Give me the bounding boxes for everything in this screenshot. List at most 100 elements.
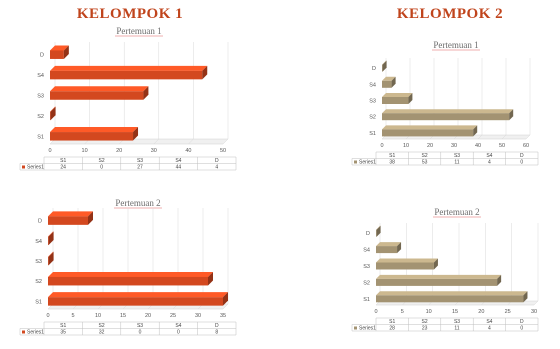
legend-series-name: Series1 xyxy=(359,325,376,331)
bar-S4 xyxy=(48,236,49,246)
chart-title: Pertemuan 2 xyxy=(434,207,479,217)
chart-kelompok-2-pertemuan-1: Pertemuan 1 0 10 20 30 40 50 60 S1 S2 S3 S4 D S1 S2 S3 S… xyxy=(346,36,542,180)
bar-top-S1 xyxy=(48,292,228,298)
x-tick-label: 25 xyxy=(505,309,511,315)
x-tick-label: 10 xyxy=(426,309,432,315)
bar-top-D xyxy=(382,60,387,65)
table-value-D: 8 xyxy=(215,329,218,335)
bar-S2 xyxy=(382,113,510,121)
gridline-depth xyxy=(501,134,507,140)
category-label-D: D xyxy=(372,66,376,72)
chart-kelompok-1-pertemuan-1: Pertemuan 1 0 10 20 30 40 50 S1 S2 S3 S4 D S1 S2 S3 S4 D… xyxy=(14,24,240,184)
x-tick-label: 40 xyxy=(475,143,481,149)
x-tick-label: 30 xyxy=(531,309,537,315)
table-value-S2: 53 xyxy=(422,159,428,165)
table-value-S2: 23 xyxy=(422,325,428,331)
table-header-S1: S1 xyxy=(60,323,66,329)
chart-title: Pertemuan 1 xyxy=(116,26,161,36)
x-tick-label: 15 xyxy=(452,309,458,315)
bar-S3 xyxy=(376,262,434,270)
bar-top-S4 xyxy=(50,65,208,71)
bar-top-S3 xyxy=(376,258,438,263)
table-value-S3: 11 xyxy=(454,325,459,331)
bar-end-S4 xyxy=(202,65,208,80)
category-label-S1: S1 xyxy=(369,131,376,137)
gridline-depth xyxy=(477,134,483,140)
table-header-S2: S2 xyxy=(422,153,428,159)
x-tick-label: 0 xyxy=(380,143,383,149)
table-value-S4: 4 xyxy=(488,159,491,165)
group-title-kelompok-2: KELOMPOK 2 xyxy=(396,6,504,22)
x-tick-label: 10 xyxy=(403,143,409,149)
x-tick-label: 35 xyxy=(220,313,226,319)
bar-D xyxy=(50,50,64,59)
bar-end-S2 xyxy=(208,271,213,286)
bar-S3 xyxy=(50,91,144,100)
bar-top-S3 xyxy=(50,86,149,92)
gridline-depth xyxy=(222,303,229,310)
table-value-S3: 0 xyxy=(139,329,142,335)
legend-key xyxy=(22,330,25,334)
table-value-S1: 35 xyxy=(60,329,66,335)
category-label-S2: S2 xyxy=(35,279,42,285)
x-tick-label: 0 xyxy=(374,309,377,315)
table-header-D: D xyxy=(520,319,524,325)
bar-end-D xyxy=(382,60,387,72)
x-tick-label: 5 xyxy=(71,313,74,319)
table-header-S4: S4 xyxy=(175,158,181,164)
table-header-S2: S2 xyxy=(99,323,105,329)
bar-end-D xyxy=(376,225,381,237)
legend-series-name: Series1 xyxy=(359,159,376,165)
x-tick-label: 40 xyxy=(185,148,191,154)
gridline-depth xyxy=(153,138,159,145)
table-header-S3: S3 xyxy=(454,319,460,325)
bar-top-S1 xyxy=(376,291,528,296)
table-header-D: D xyxy=(520,153,524,159)
table-value-S2: 0 xyxy=(100,164,103,170)
category-label-S2: S2 xyxy=(369,115,376,121)
table-header-S2: S2 xyxy=(99,158,105,164)
table-value-S1: 28 xyxy=(389,325,395,331)
table-value-S1: 24 xyxy=(60,164,66,170)
table-header-D: D xyxy=(215,158,219,164)
bar-top-S2 xyxy=(376,274,502,279)
x-tick-label: 0 xyxy=(48,148,51,154)
category-label-S4: S4 xyxy=(37,73,44,79)
bar-S1 xyxy=(382,129,474,137)
x-tick-label: 30 xyxy=(151,148,157,154)
x-tick-label: 50 xyxy=(220,148,226,154)
x-tick-label: 30 xyxy=(195,313,201,319)
x-tick-label: 30 xyxy=(451,143,457,149)
table-header-S4: S4 xyxy=(486,153,492,159)
bar-S1 xyxy=(48,297,223,306)
legend-series-name: Series1 xyxy=(27,164,44,170)
bar-top-S4 xyxy=(48,231,54,237)
bar-top-S4 xyxy=(376,242,402,247)
category-label-D: D xyxy=(366,231,370,237)
bar-top-D xyxy=(48,211,93,217)
legend-key xyxy=(354,326,357,330)
bar-top-S3 xyxy=(382,93,413,97)
bar-S2 xyxy=(376,278,498,286)
table-header-S3: S3 xyxy=(137,323,143,329)
bar-end-S1 xyxy=(523,291,528,303)
table-header-S2: S2 xyxy=(422,319,428,325)
chart-title: Pertemuan 2 xyxy=(115,198,160,208)
table-header-D: D xyxy=(215,323,219,329)
table-value-S4: 0 xyxy=(177,329,180,335)
table-header-S4: S4 xyxy=(486,319,492,325)
bar-end-S4 xyxy=(391,76,396,88)
table-value-S4: 4 xyxy=(488,325,491,331)
x-tick-label: 60 xyxy=(523,143,529,149)
table-value-D: 0 xyxy=(520,325,523,331)
table-value-D: 4 xyxy=(215,164,218,170)
x-tick-label: 50 xyxy=(499,143,505,149)
bar-top-D xyxy=(50,45,69,51)
bar-top-S4 xyxy=(382,76,396,81)
chart-title: Pertemuan 1 xyxy=(433,40,478,50)
bar-end-S2 xyxy=(497,274,502,286)
category-label-S1: S1 xyxy=(35,299,42,305)
category-label-S3: S3 xyxy=(369,99,376,105)
gridline-depth xyxy=(533,300,539,306)
category-label-S1: S1 xyxy=(37,134,44,140)
